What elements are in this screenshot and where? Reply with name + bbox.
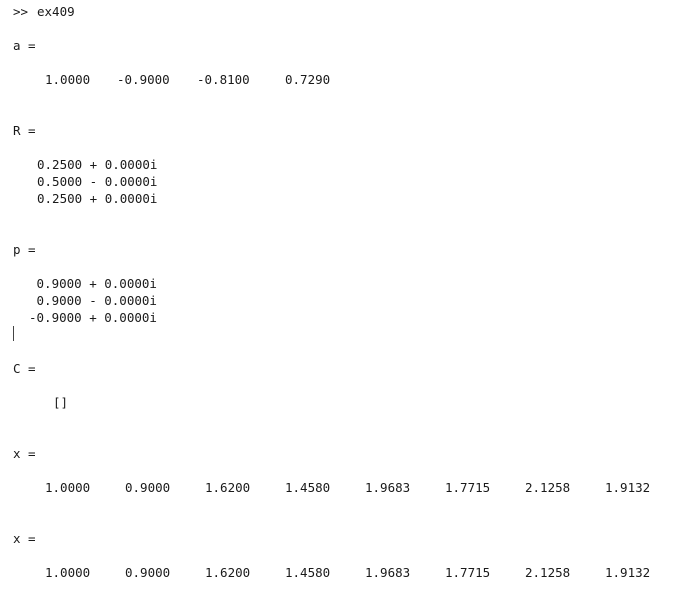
x-value: 1.4580 — [285, 565, 331, 580]
x-value: 1.9683 — [365, 480, 411, 495]
x-value: 1.9683 — [365, 565, 411, 580]
x-value: 1.4580 — [285, 480, 331, 495]
command-text: ex409 — [37, 4, 75, 19]
variable-label-x: x = — [13, 531, 36, 546]
x-value: 2.1258 — [525, 565, 571, 580]
R-row: 0.2500 + 0.0000i — [37, 157, 158, 172]
a-value: 1.0000 — [45, 72, 91, 87]
text-cursor — [13, 326, 14, 341]
variable-label-a: a = — [13, 38, 36, 53]
a-value: -0.8100 — [197, 72, 250, 87]
p-row: -0.9000 + 0.0000i — [29, 310, 157, 325]
a-value: 0.7290 — [285, 72, 331, 87]
x-value: 0.9000 — [125, 565, 171, 580]
x-value: 1.9132 — [605, 480, 651, 495]
x-value: 1.7715 — [445, 565, 491, 580]
p-row: 0.9000 - 0.0000i — [29, 293, 157, 308]
R-row: 0.5000 - 0.0000i — [37, 174, 158, 189]
variable-label-C: C = — [13, 361, 36, 376]
R-row: 0.2500 + 0.0000i — [37, 191, 158, 206]
variable-label-p: p = — [13, 242, 36, 257]
x-value: 1.0000 — [45, 480, 91, 495]
x-value: 1.9132 — [605, 565, 651, 580]
x-value: 1.7715 — [445, 480, 491, 495]
p-row: 0.9000 + 0.0000i — [29, 276, 157, 291]
x-value: 1.6200 — [205, 480, 251, 495]
prompt-symbol: >> — [13, 4, 29, 19]
a-value: -0.9000 — [117, 72, 170, 87]
x-value: 1.6200 — [205, 565, 251, 580]
C-value: [] — [53, 395, 69, 410]
variable-label-R: R = — [13, 123, 36, 138]
x-value: 1.0000 — [45, 565, 91, 580]
x-value: 2.1258 — [525, 480, 571, 495]
x-value: 0.9000 — [125, 480, 171, 495]
variable-label-x: x = — [13, 446, 36, 461]
